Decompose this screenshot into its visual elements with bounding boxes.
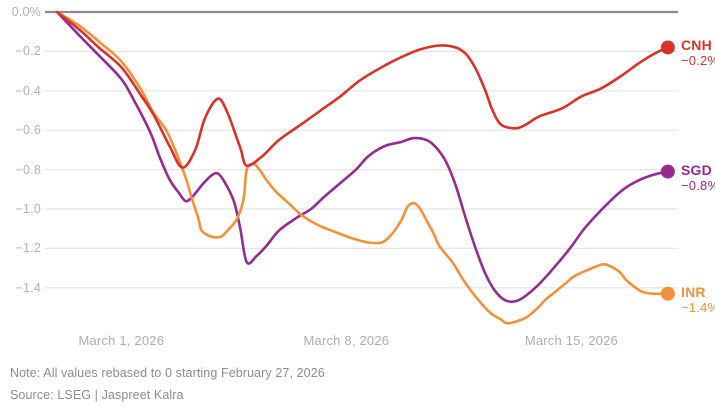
series-end-dot-cnh — [660, 40, 675, 55]
series-line-sgd — [55, 10, 670, 303]
y-tick-label: −0.8 — [15, 162, 41, 177]
plot-area: 0.0% −0.2 −0.4 −0.6 −0.8 −1.0 −1.2 −1.4 March 1… — [11, 5, 715, 348]
series-line-inr — [55, 10, 670, 325]
series-name-inr: INR — [681, 283, 706, 300]
series-line-cnh — [55, 10, 670, 169]
x-tick-label: March 15, 2026 — [524, 333, 618, 348]
series-end-value-sgd: −0.8% — [681, 177, 715, 193]
series-name-cnh: CNH — [681, 37, 712, 54]
chart-canvas — [45, 10, 678, 325]
series-label-inr: INR −1.4% — [681, 283, 715, 316]
x-tick-label: March 8, 2026 — [303, 333, 390, 348]
series-end-value-cnh: −0.2% — [681, 53, 715, 69]
y-tick-label: −1.4 — [15, 280, 41, 295]
y-tick-label: −1.2 — [15, 241, 41, 256]
chart-source: Source: LSEG | Jaspreet Kalra — [10, 388, 184, 402]
series-end-dot-sgd — [660, 164, 675, 179]
y-tick-label: −0.2 — [15, 44, 41, 59]
y-tick-label: −1.0 — [15, 202, 41, 216]
y-tick-label: −0.6 — [15, 123, 41, 138]
series-end-value-inr: −1.4% — [681, 299, 715, 315]
chart-note: Note: All values rebased to 0 starting F… — [10, 366, 325, 380]
series-label-sgd: SGD −0.8% — [681, 161, 715, 194]
y-tick-label: −0.4 — [15, 83, 41, 98]
series-name-sgd: SGD — [681, 161, 712, 178]
x-tick-label: March 1, 2026 — [78, 333, 165, 348]
y-tick-label: 0.0% — [11, 5, 41, 19]
series-end-dot-inr — [660, 286, 675, 301]
series-label-cnh: CNH −0.2% — [681, 38, 715, 69]
